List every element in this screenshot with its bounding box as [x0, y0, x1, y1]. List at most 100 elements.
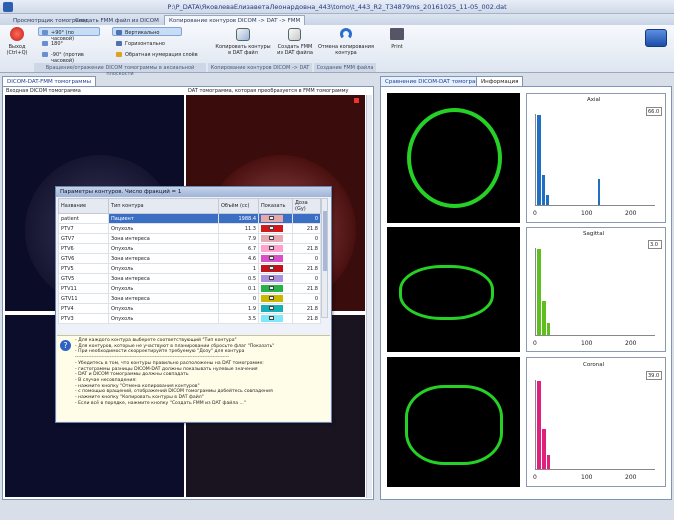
table-row[interactable]: GTV11 Зона интереса 0 0: [58, 293, 321, 304]
cell-name[interactable]: PTV3: [58, 313, 109, 324]
show-checkbox-icon[interactable]: [269, 266, 274, 270]
cell-name[interactable]: GTV5: [58, 273, 109, 284]
cell-show[interactable]: [258, 223, 293, 234]
flip-vertical-button[interactable]: Вертикально: [112, 27, 182, 36]
show-checkbox-icon[interactable]: [269, 286, 274, 290]
cell-type[interactable]: Опухоль: [108, 303, 219, 314]
cell-show[interactable]: [258, 293, 293, 304]
reverse-layers-button[interactable]: Обратная нумерация слоёв: [112, 49, 204, 58]
cell-type[interactable]: Пациент: [108, 213, 219, 224]
copy-contours-button[interactable]: Копировать контуры в DAT файл: [214, 27, 272, 61]
cell-show[interactable]: [258, 213, 293, 224]
cell-dose[interactable]: 0: [292, 233, 321, 244]
cell-type[interactable]: Зона интереса: [108, 293, 219, 304]
show-checkbox-icon[interactable]: [269, 306, 274, 310]
tab-dicom-dat-fmm[interactable]: DICOM-DAT-FMM томограммы: [2, 76, 96, 86]
table-row[interactable]: GTV6 Зона интереса 4.6 0: [58, 253, 321, 264]
col-dose[interactable]: Доза (Gy): [292, 198, 321, 214]
cell-dose[interactable]: 0: [292, 293, 321, 304]
cell-dose[interactable]: 0: [292, 273, 321, 284]
contour-color-swatch[interactable]: [261, 285, 283, 292]
cell-name[interactable]: PTV4: [58, 303, 109, 314]
histogram-value-box[interactable]: 66.0: [646, 107, 662, 116]
scrollbar-thumb[interactable]: [323, 211, 327, 271]
tab-compare[interactable]: Сравнение DICOM-DAT томограмм: [380, 76, 489, 86]
table-row[interactable]: PTV5 Опухоль 1 21.8: [58, 263, 321, 274]
cell-type[interactable]: Опухоль: [108, 223, 219, 234]
cell-show[interactable]: [258, 273, 293, 284]
flip-horizontal-button[interactable]: Горизонтально: [112, 38, 182, 47]
cell-show[interactable]: [258, 303, 293, 314]
cell-show[interactable]: [258, 263, 293, 274]
cell-show[interactable]: [258, 313, 293, 324]
cell-dose[interactable]: 21.8: [292, 283, 321, 294]
table-scrollbar[interactable]: [321, 198, 328, 318]
table-row[interactable]: GTV7 Зона интереса 7.9 0: [58, 233, 321, 244]
cell-show[interactable]: [258, 243, 293, 254]
show-checkbox-icon[interactable]: [269, 216, 274, 220]
table-row[interactable]: patient Пациент 1988.4 0: [58, 213, 321, 224]
help-icon[interactable]: [645, 29, 667, 47]
contour-color-swatch[interactable]: [261, 225, 283, 232]
exit-button[interactable]: Выход (Ctrl+Q): [4, 27, 30, 61]
contour-color-swatch[interactable]: [261, 245, 283, 252]
cell-type[interactable]: Опухоль: [108, 283, 219, 294]
show-checkbox-icon[interactable]: [269, 276, 274, 280]
cell-dose[interactable]: 21.8: [292, 223, 321, 234]
cell-dose[interactable]: 21.8: [292, 263, 321, 274]
col-name[interactable]: Название: [58, 198, 109, 214]
cell-type[interactable]: Зона интереса: [108, 253, 219, 264]
cell-name[interactable]: GTV6: [58, 253, 109, 264]
cell-type[interactable]: Зона интереса: [108, 273, 219, 284]
tab-create-fmm[interactable]: Создать FMM файл из DICOM: [75, 18, 159, 24]
cell-name[interactable]: PTV7: [58, 223, 109, 234]
tab-viewer[interactable]: Просмотрщик томограмм: [13, 18, 88, 24]
show-checkbox-icon[interactable]: [269, 246, 274, 250]
contour-color-swatch[interactable]: [261, 305, 283, 312]
table-row[interactable]: PTV6 Опухоль 6.7 21.8: [58, 243, 321, 254]
cell-name[interactable]: GTV7: [58, 233, 109, 244]
show-checkbox-icon[interactable]: [269, 316, 274, 320]
col-type[interactable]: Тип контура: [108, 198, 219, 214]
histogram-value-box[interactable]: 39.0: [646, 371, 662, 380]
contour-color-swatch[interactable]: [261, 265, 283, 272]
cell-type[interactable]: Зона интереса: [108, 233, 219, 244]
cell-dose[interactable]: 21.8: [292, 313, 321, 324]
show-checkbox-icon[interactable]: [269, 226, 274, 230]
show-checkbox-icon[interactable]: [269, 296, 274, 300]
table-row[interactable]: PTV11 Опухоль 0.1 21.8: [58, 283, 321, 294]
left-scrollbar[interactable]: [366, 95, 372, 498]
show-checkbox-icon[interactable]: [269, 256, 274, 260]
table-row[interactable]: GTV5 Зона интереса 0.5 0: [58, 273, 321, 284]
contour-color-swatch[interactable]: [261, 215, 283, 222]
contour-color-swatch[interactable]: [261, 295, 283, 302]
cell-name[interactable]: GTV11: [58, 293, 109, 304]
close-view-icon[interactable]: [354, 98, 359, 103]
tab-info[interactable]: Информация: [476, 76, 524, 86]
cell-dose[interactable]: 21.8: [292, 303, 321, 314]
table-row[interactable]: PTV7 Опухоль 11.3 21.8: [58, 223, 321, 234]
contour-color-swatch[interactable]: [261, 255, 283, 262]
rotate-ccw-button[interactable]: -90° (против часовой): [38, 49, 108, 64]
tab-copy-contours[interactable]: Копирование контуров DICOM -> DAT -> FMM: [164, 15, 306, 25]
cell-name[interactable]: patient: [58, 213, 109, 224]
table-row[interactable]: PTV3 Опухоль 3.5 21.8: [58, 313, 321, 324]
cell-show[interactable]: [258, 233, 293, 244]
contour-color-swatch[interactable]: [261, 275, 283, 282]
cell-type[interactable]: Опухоль: [108, 263, 219, 274]
col-show[interactable]: Показать: [258, 198, 293, 214]
cell-type[interactable]: Опухоль: [108, 243, 219, 254]
cell-dose[interactable]: 21.8: [292, 243, 321, 254]
contour-color-swatch[interactable]: [261, 235, 283, 242]
cell-dose[interactable]: 0: [292, 213, 321, 224]
cell-name[interactable]: PTV5: [58, 263, 109, 274]
cancel-copy-button[interactable]: Отмена копирования контура: [318, 27, 374, 61]
rotate-180-button[interactable]: 180°: [38, 38, 100, 47]
create-fmm-button[interactable]: Создать FMM из DAT файла: [274, 27, 316, 61]
show-checkbox-icon[interactable]: [269, 236, 274, 240]
print-button[interactable]: Print: [384, 27, 410, 61]
histogram-value-box[interactable]: 3.0: [648, 240, 662, 249]
col-volume[interactable]: Объём (cc): [218, 198, 259, 214]
rotate-cw-button[interactable]: +90° (по часовой): [38, 27, 100, 42]
cell-type[interactable]: Опухоль: [108, 313, 219, 324]
